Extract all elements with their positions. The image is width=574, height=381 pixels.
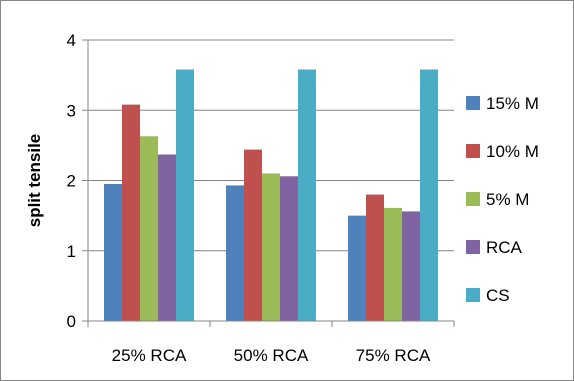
- bar-rca-25-rca: [158, 154, 176, 321]
- axes: [87, 40, 455, 327]
- legend-swatch: [466, 288, 480, 302]
- y-tick-label: 4: [67, 31, 76, 50]
- bars: [104, 69, 438, 321]
- bar-5-m-25-rca: [140, 136, 158, 321]
- bar-rca-50-rca: [280, 176, 298, 321]
- legend-swatch: [466, 96, 480, 110]
- bar-cs-75-rca: [420, 69, 438, 321]
- y-axis-title: split tensile: [25, 134, 44, 228]
- bar-10-m-50-rca: [244, 149, 262, 321]
- legend: 15% M 10% M 5% M RCA CS: [466, 94, 539, 305]
- y-tick-label: 0: [67, 312, 76, 331]
- legend-label: 15% M: [486, 94, 539, 113]
- x-tick-labels: 25% RCA 50% RCA 75% RCA: [112, 346, 431, 365]
- bar-5-m-50-rca: [262, 173, 280, 321]
- legend-swatch: [466, 192, 480, 206]
- bar-rca-75-rca: [402, 211, 420, 321]
- legend-label: CS: [486, 286, 510, 305]
- bar-5-m-75-rca: [384, 207, 402, 321]
- legend-label: RCA: [486, 238, 523, 257]
- bar-10-m-75-rca: [366, 194, 384, 321]
- bar-15-m-25-rca: [104, 184, 122, 321]
- legend-label: 10% M: [486, 142, 539, 161]
- bar-10-m-25-rca: [122, 104, 140, 321]
- x-tick-label: 75% RCA: [356, 346, 431, 365]
- legend-swatch: [466, 240, 480, 254]
- bar-cs-50-rca: [298, 69, 316, 321]
- x-tick-label: 50% RCA: [234, 346, 309, 365]
- y-tick-label: 1: [67, 242, 76, 261]
- x-tick-label: 25% RCA: [112, 346, 187, 365]
- bar-15-m-75-rca: [348, 215, 366, 321]
- y-tick-label: 2: [67, 172, 76, 191]
- legend-swatch: [466, 144, 480, 158]
- bar-15-m-50-rca: [226, 185, 244, 321]
- y-tick-labels: 0 1 2 3 4: [67, 31, 76, 331]
- y-tick-label: 3: [67, 101, 76, 120]
- bar-cs-25-rca: [176, 69, 194, 321]
- legend-label: 5% M: [486, 190, 529, 209]
